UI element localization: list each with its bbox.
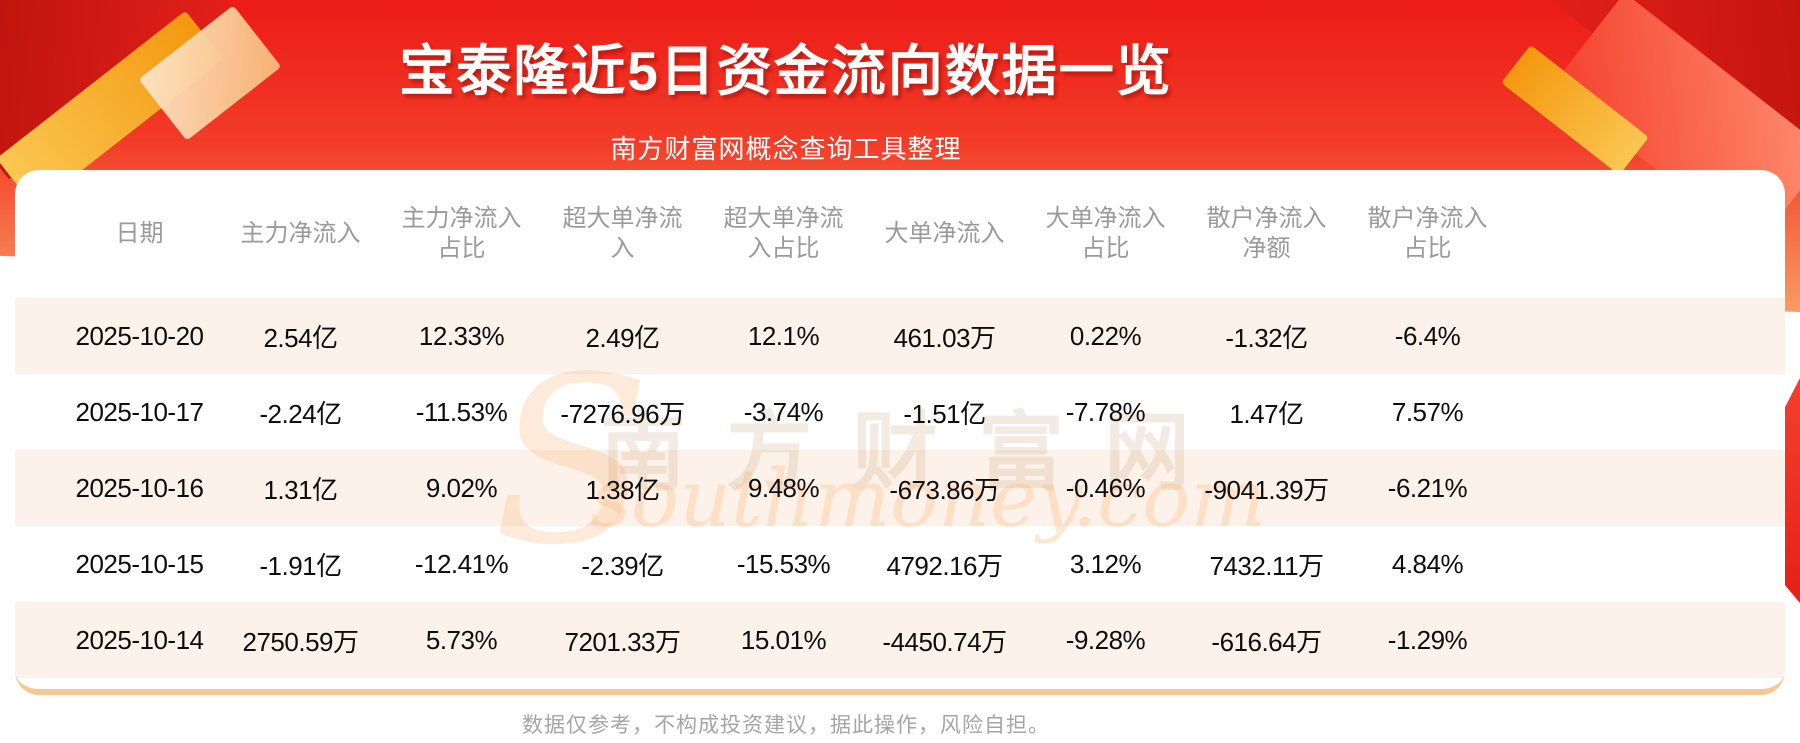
table-cell: -673.86万 (889, 474, 1000, 505)
column-header-retail-net-inflow-ratio: 散户净流入 占比 (1347, 204, 1508, 264)
column-header-line: 日期 (115, 220, 164, 247)
table-cell: -9041.39万 (1204, 474, 1329, 505)
table-cell: 5.73% (425, 624, 498, 655)
table-cell: 2750.59万 (242, 626, 359, 657)
row-stripes (15, 298, 1785, 678)
table-cell: 2025-10-16 (75, 472, 205, 503)
table-cell: -616.64万 (1211, 626, 1322, 657)
table-row: 2025-10-20 2.54亿 12.33% 2.49亿 12.1% 461.… (15, 298, 1785, 374)
table-cell: 3.12% (1069, 548, 1142, 579)
table-cell: -6.4% (1394, 320, 1461, 351)
table-cell: -6.21% (1387, 472, 1468, 503)
table-cell: 2025-10-15 (75, 548, 205, 579)
table-cell: 1.47亿 (1229, 398, 1304, 429)
column-header-line: 超大单净流 (723, 205, 844, 232)
column-header-main-net-inflow-ratio: 主力净流入 占比 (381, 204, 542, 264)
table-cell: 1.31亿 (263, 474, 338, 505)
table-cell: 12.1% (747, 320, 820, 351)
table-cell: -15.53% (736, 548, 831, 579)
table-cell: -1.32亿 (1225, 322, 1308, 353)
table-cell: 4792.16万 (886, 550, 1003, 581)
table-cell: -11.53% (415, 396, 508, 427)
column-header-date: 日期 (59, 219, 220, 249)
disclaimer-text: 数据仅参考，不构成投资建议，据此操作，风险自担。 (522, 714, 1050, 737)
table-cell: -2.24亿 (259, 398, 342, 429)
table-cell: -2.39亿 (581, 550, 664, 581)
table-cell: 0.22% (1069, 320, 1142, 351)
column-header-large-order-net-inflow: 大单净流入 (864, 219, 1025, 249)
column-header-line: 主力净流入 (401, 205, 522, 232)
table-cell: -7276.96万 (560, 398, 685, 429)
column-header-xl-order-net-inflow-ratio: 超大单净流 入占比 (703, 204, 864, 264)
column-header-retail-net-inflow: 散户净流入 净额 (1186, 204, 1347, 264)
table-header-row: 日期 主力净流入 主力净流入 占比 超大单净流入 超大单净流 入占比 大单净流入 大… (15, 170, 1785, 298)
table-row: 2025-10-17 -2.24亿 -11.53% -7276.96万 -3.7… (15, 374, 1785, 450)
banner-titles: 宝泰隆近5日资金流向数据一览 南方财富网概念查询工具整理 (0, 0, 1572, 166)
table-cell: 2.49亿 (585, 322, 660, 353)
table-cell: 1.38亿 (585, 474, 660, 505)
table-cell: 2025-10-20 (75, 320, 205, 351)
column-header-line: 占比 (1403, 235, 1452, 262)
column-header-line: 占比 (437, 235, 486, 262)
table-cell: -1.29% (1387, 624, 1468, 655)
column-header-line: 大单净流入 (1045, 205, 1166, 232)
table-cell: 9.48% (747, 472, 820, 503)
table-cell: 4.84% (1391, 548, 1464, 579)
table-cell: -12.41% (414, 548, 509, 579)
column-header-line: 散户净流入 (1206, 205, 1327, 232)
table-cell: -0.46% (1065, 472, 1146, 503)
footer: 数据仅参考，不构成投资建议，据此操作，风险自担。 (0, 709, 1572, 739)
table-cell: -1.91亿 (259, 550, 342, 581)
table-cell: -4450.74万 (882, 626, 1007, 657)
table-cell: 2025-10-17 (75, 396, 205, 427)
table-cell: 9.02% (425, 472, 498, 503)
page-title: 宝泰隆近5日资金流向数据一览 (399, 40, 1173, 102)
table-cell: -9.28% (1065, 624, 1146, 655)
table-cell: 2025-10-14 (75, 624, 205, 655)
column-header-xl-order-net-inflow: 超大单净流入 (542, 204, 703, 264)
table-cell: 12.33% (418, 320, 505, 351)
table-cell: 7201.33万 (564, 626, 681, 657)
table-row: 2025-10-15 -1.91亿 -12.41% -2.39亿 -15.53%… (15, 526, 1785, 602)
column-header-large-order-net-inflow-ratio: 大单净流入 占比 (1025, 204, 1186, 264)
column-header-line: 主力净流入 (240, 220, 361, 247)
column-header-line: 入 (610, 235, 635, 262)
table-cell: 2.54亿 (263, 322, 338, 353)
table-row: 2025-10-14 2750.59万 5.73% 7201.33万 15.01… (15, 602, 1785, 678)
column-header-line: 散户净流入 (1367, 205, 1488, 232)
column-header-line: 入占比 (747, 235, 820, 262)
column-header-main-net-inflow: 主力净流入 (220, 219, 381, 249)
column-header-line: 净额 (1242, 235, 1291, 262)
table-cell: 461.03万 (893, 322, 996, 353)
table-cell: 7.57% (1391, 396, 1464, 427)
column-header-line: 超大单净流 (562, 205, 683, 232)
table-cell: -3.74% (743, 396, 824, 427)
table-cell: -7.78% (1065, 396, 1146, 427)
page-subtitle: 南方财富网概念查询工具整理 (610, 134, 962, 164)
table-cell: 7432.11万 (1209, 550, 1324, 581)
column-header-line: 大单净流入 (884, 220, 1005, 247)
data-table-card: S 南方财富网 southmoney.com 日期 主力净流入 主力净流入 占比 … (15, 170, 1785, 695)
column-header-line: 占比 (1081, 235, 1130, 262)
table-cell: -1.51亿 (903, 398, 986, 429)
capital-flow-table: 日期 主力净流入 主力净流入 占比 超大单净流入 超大单净流 入占比 大单净流入 大… (15, 170, 1785, 678)
table-row: 2025-10-16 1.31亿 9.02% 1.38亿 9.48% -673.… (15, 450, 1785, 526)
table-cell: 15.01% (740, 624, 827, 655)
